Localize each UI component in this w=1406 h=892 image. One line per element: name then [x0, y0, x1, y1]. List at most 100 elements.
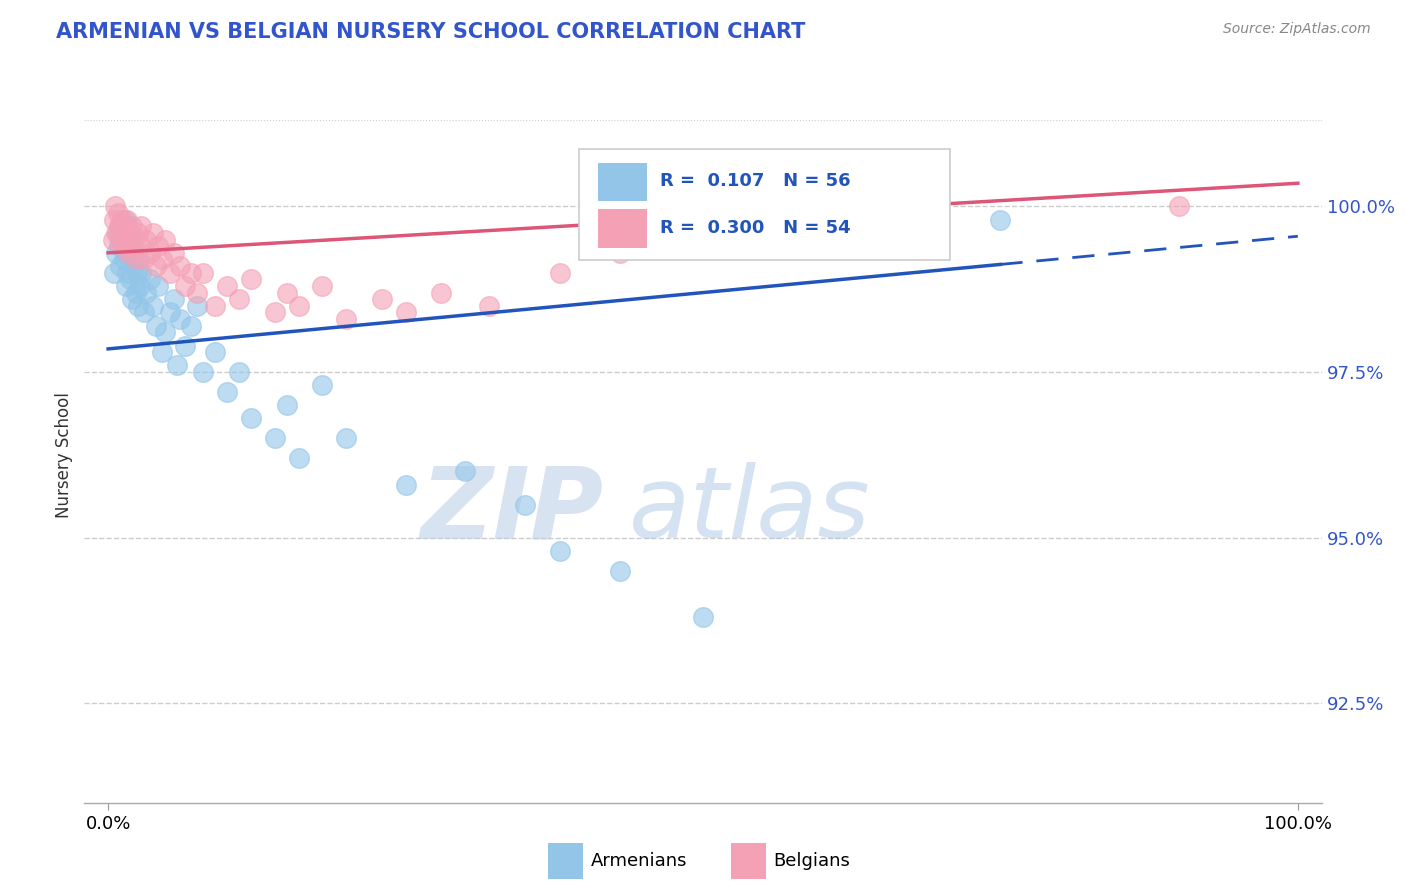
Point — [228, 365, 250, 379]
Point — [166, 359, 188, 373]
Point — [609, 245, 631, 260]
Point — [193, 266, 215, 280]
Point — [311, 279, 333, 293]
Point — [371, 292, 394, 306]
Point — [276, 285, 298, 300]
Point — [454, 465, 477, 479]
Point — [155, 233, 177, 247]
Point — [239, 411, 262, 425]
Point — [174, 338, 197, 352]
Point — [139, 245, 162, 260]
Point — [263, 431, 285, 445]
Point — [180, 266, 202, 280]
Point — [112, 252, 135, 267]
Text: Armenians: Armenians — [591, 852, 688, 870]
Point — [118, 226, 141, 240]
Point — [135, 233, 157, 247]
Point — [121, 292, 143, 306]
Text: ZIP: ZIP — [420, 462, 605, 559]
Point — [430, 285, 453, 300]
Point — [108, 259, 131, 273]
Point — [186, 285, 208, 300]
Point — [692, 610, 714, 624]
Point — [159, 305, 181, 319]
Point — [186, 299, 208, 313]
Point — [101, 233, 124, 247]
Point — [131, 266, 153, 280]
Point — [394, 305, 416, 319]
Point — [150, 252, 173, 267]
Point — [162, 245, 184, 260]
Bar — [598, 162, 647, 201]
Point — [124, 285, 146, 300]
Point — [169, 312, 191, 326]
Point — [150, 345, 173, 359]
Point — [287, 299, 309, 313]
Point — [131, 219, 153, 234]
Point — [108, 219, 131, 234]
Point — [115, 266, 138, 280]
Point — [124, 259, 146, 273]
Text: Belgians: Belgians — [773, 852, 851, 870]
Point — [129, 239, 152, 253]
Point — [217, 384, 239, 399]
Point — [107, 226, 129, 240]
Point — [121, 219, 143, 234]
Point — [548, 544, 571, 558]
Point — [115, 245, 138, 260]
Point — [478, 299, 501, 313]
Text: R =  0.300   N = 54: R = 0.300 N = 54 — [659, 219, 851, 237]
Point — [132, 305, 155, 319]
Point — [146, 279, 169, 293]
Point — [105, 226, 128, 240]
Point — [174, 279, 197, 293]
Point — [124, 233, 146, 247]
Point — [263, 305, 285, 319]
Point — [145, 318, 167, 333]
Point — [142, 299, 165, 313]
Point — [117, 245, 139, 260]
Point — [112, 239, 135, 253]
Point — [335, 312, 357, 326]
Point — [193, 365, 215, 379]
Point — [117, 233, 139, 247]
Point — [115, 233, 138, 247]
Y-axis label: Nursery School: Nursery School — [55, 392, 73, 518]
Text: Source: ZipAtlas.com: Source: ZipAtlas.com — [1223, 22, 1371, 37]
Point — [108, 239, 131, 253]
Point — [169, 259, 191, 273]
Point — [105, 245, 128, 260]
Point — [107, 206, 129, 220]
FancyBboxPatch shape — [579, 149, 950, 260]
Point — [111, 233, 134, 247]
Point — [155, 326, 177, 340]
Text: R =  0.107   N = 56: R = 0.107 N = 56 — [659, 172, 851, 191]
Point — [990, 212, 1012, 227]
Point — [180, 318, 202, 333]
Point — [127, 299, 149, 313]
Point — [120, 239, 142, 253]
Point — [276, 398, 298, 412]
Point — [609, 564, 631, 578]
Point — [132, 252, 155, 267]
Bar — [598, 210, 647, 248]
Point — [127, 226, 149, 240]
Point — [146, 239, 169, 253]
Point — [128, 252, 150, 267]
Text: ARMENIAN VS BELGIAN NURSERY SCHOOL CORRELATION CHART: ARMENIAN VS BELGIAN NURSERY SCHOOL CORRE… — [56, 22, 806, 42]
Point — [204, 345, 226, 359]
Point — [335, 431, 357, 445]
Point — [114, 212, 136, 227]
Point — [118, 272, 141, 286]
Point — [228, 292, 250, 306]
Point — [115, 212, 138, 227]
Point — [108, 219, 131, 234]
Point — [139, 272, 162, 286]
Point — [115, 279, 138, 293]
Point — [668, 233, 690, 247]
Point — [103, 266, 125, 280]
Point — [125, 266, 148, 280]
Point — [104, 199, 127, 213]
Point — [114, 219, 136, 234]
Point — [311, 378, 333, 392]
